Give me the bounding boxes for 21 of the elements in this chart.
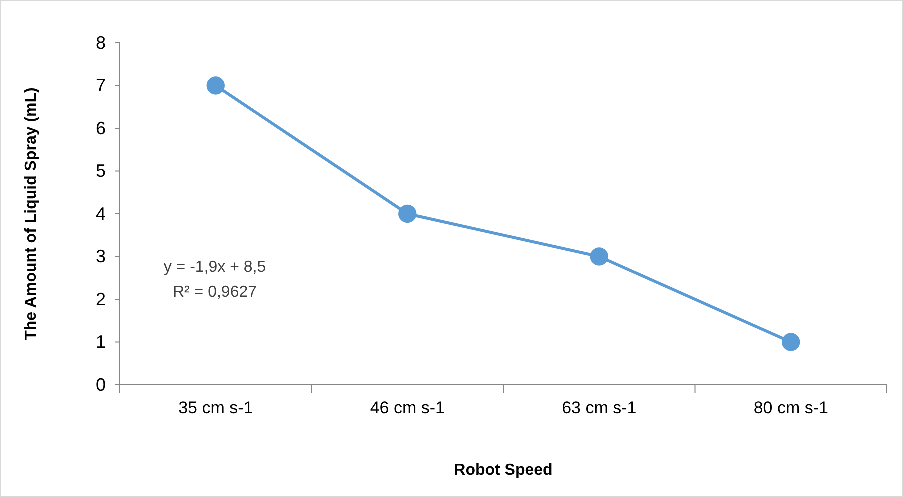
annotation: y = -1,9x + 8,5	[164, 259, 266, 276]
annotation: R² = 0,9627	[172, 284, 258, 301]
point	[782, 333, 800, 352]
point	[590, 248, 608, 266]
point	[206, 76, 225, 95]
x-axis-title: Robot Speed	[454, 462, 553, 479]
x-tick-label: 63 cm s-1	[562, 398, 637, 418]
y-tick-label: 3	[96, 246, 106, 267]
x-tick-label: 80 cm s-1	[754, 398, 828, 418]
x-tick-label: 46 cm s-1	[370, 398, 445, 418]
y-tick-label: 1	[96, 332, 106, 352]
y-tick-label: 4	[96, 204, 106, 224]
point	[398, 204, 417, 224]
y-axis-title: The Amount of Liquid Spray (mL)	[23, 88, 40, 340]
y-tick-label: 6	[96, 118, 106, 138]
y-tick-label: 7	[96, 76, 106, 96]
y-tick-label: 2	[96, 289, 106, 310]
x-tick-label: 35 cm s-1	[178, 398, 254, 418]
y-tick-label: 8	[96, 32, 106, 53]
y-tick-label: 0	[96, 374, 106, 395]
y-tick-label: 5	[96, 161, 106, 182]
